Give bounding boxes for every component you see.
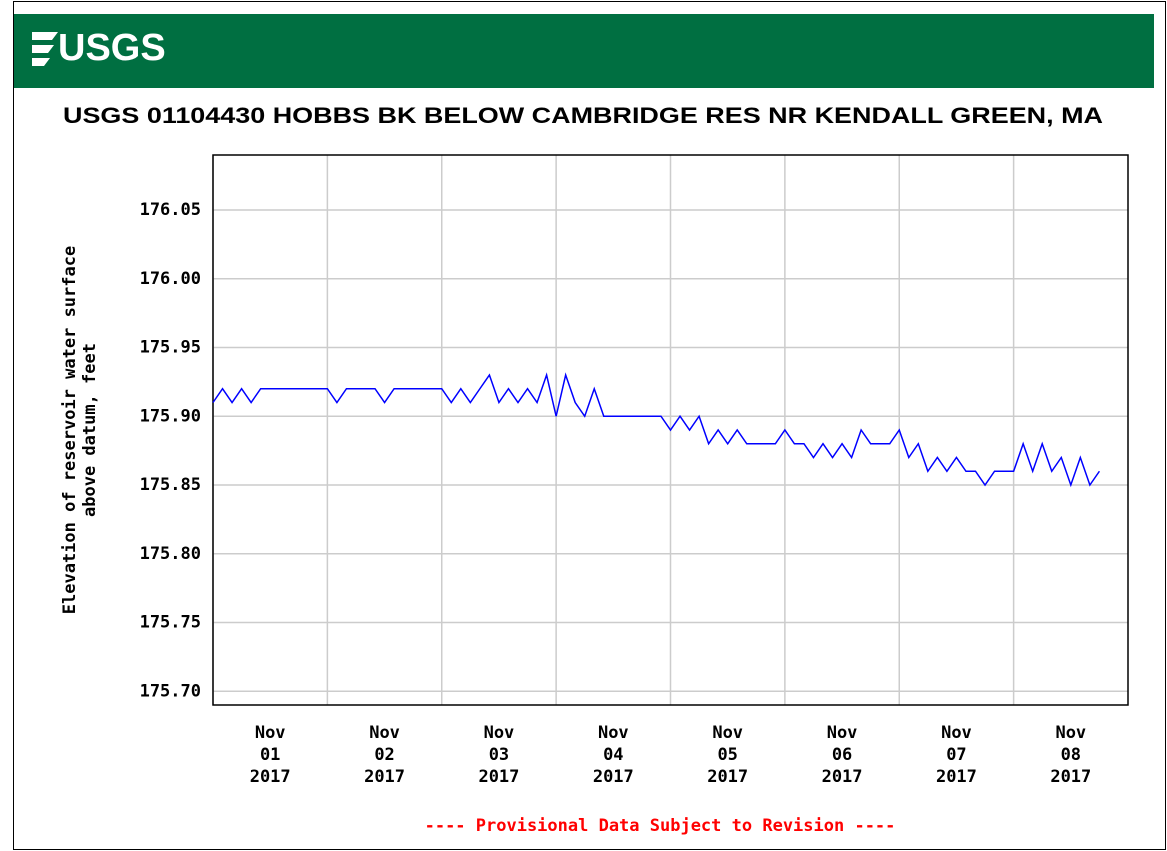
x-tick-label: 06	[832, 745, 852, 765]
x-tick-label: Nov	[369, 723, 400, 743]
y-tick-label: 175.95	[140, 338, 201, 358]
x-tick-label: 02	[374, 745, 394, 765]
x-tick-label: Nov	[827, 723, 858, 743]
x-tick-label: 07	[946, 745, 966, 765]
x-tick-label: Nov	[1055, 723, 1086, 743]
header-bar	[14, 14, 1154, 88]
footnote: ---- Provisional Data Subject to Revisio…	[425, 816, 896, 836]
chart-title: USGS 01104430 HOBBS BK BELOW CAMBRIDGE R…	[63, 103, 1103, 128]
x-tick-label: 2017	[936, 767, 977, 787]
x-tick-label: Nov	[941, 723, 972, 743]
y-tick-label: 175.80	[140, 544, 201, 564]
logo-waves	[32, 32, 58, 66]
data-line	[212, 372, 1101, 488]
plot-border	[212, 154, 1129, 706]
x-tick-label: 08	[1061, 745, 1081, 765]
x-tick-label: Nov	[255, 723, 286, 743]
x-tick-label: 2017	[593, 767, 634, 787]
y-tick-label: 176.00	[140, 269, 201, 289]
logo-text: USGS	[58, 27, 166, 69]
x-tick-label: 03	[489, 745, 509, 765]
x-tick-label: 05	[717, 745, 737, 765]
y-tick-label: 176.05	[140, 200, 201, 220]
y-tick-label: 175.90	[140, 406, 201, 426]
x-tick-label: Nov	[484, 723, 515, 743]
y-tick-label: 175.70	[140, 681, 201, 701]
x-tick-label: 2017	[1050, 767, 1091, 787]
x-tick-label: 2017	[822, 767, 863, 787]
x-tick-label: 2017	[250, 767, 291, 787]
x-tick-label: 2017	[478, 767, 519, 787]
x-tick-label: Nov	[712, 723, 743, 743]
y-tick-label: 175.85	[140, 475, 201, 495]
y-axis-label: Elevation of reservoir water surface	[60, 246, 80, 614]
x-tick-label: 2017	[364, 767, 405, 787]
x-tick-label: 04	[603, 745, 623, 765]
y-axis-label: above datum, feet	[80, 343, 100, 517]
x-tick-label: Nov	[598, 723, 629, 743]
y-tick-label: 175.75	[140, 613, 201, 633]
x-tick-label: 01	[260, 745, 280, 765]
x-tick-label: 2017	[707, 767, 748, 787]
